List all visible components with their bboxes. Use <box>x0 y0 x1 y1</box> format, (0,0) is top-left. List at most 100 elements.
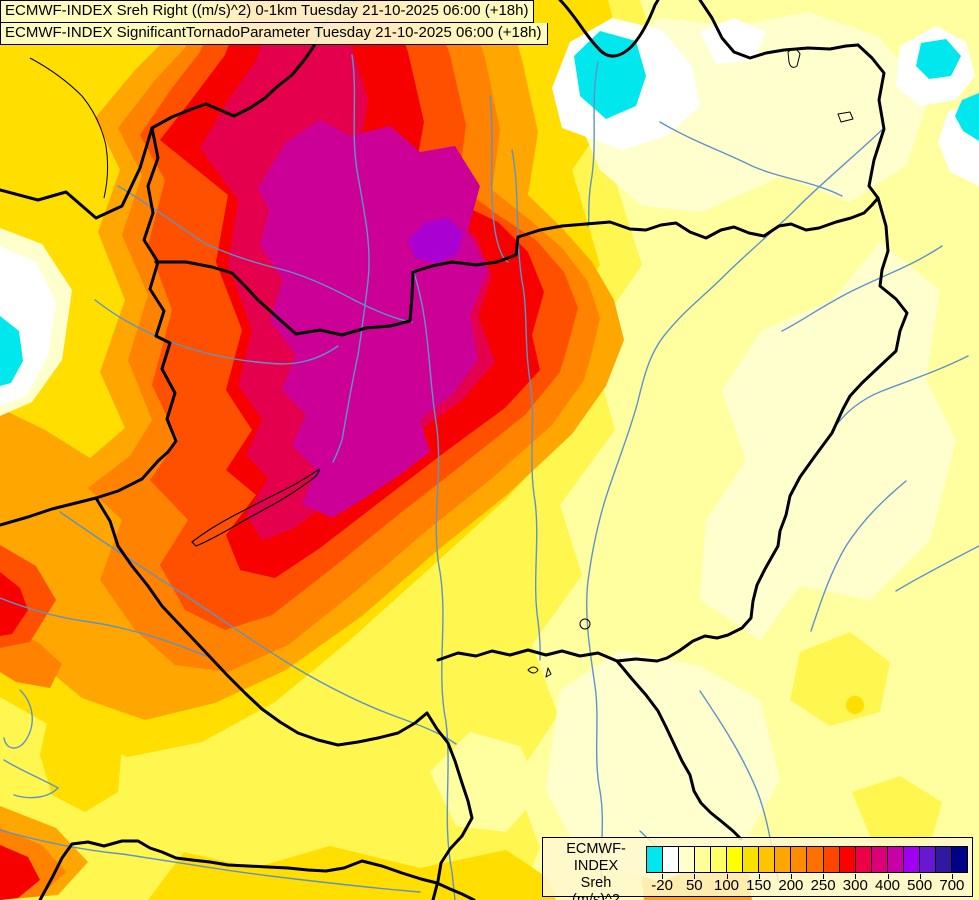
river-drava <box>59 511 457 745</box>
rivers <box>0 54 979 900</box>
field-cyan-spot <box>916 39 961 79</box>
field-cream-e <box>700 242 956 640</box>
river-ne-2 <box>781 245 943 332</box>
field-pale-patch <box>430 732 542 832</box>
legend-tick <box>758 874 760 879</box>
field-red-corner <box>0 845 40 900</box>
legend-tick-label: 500 <box>907 877 933 894</box>
river-e-1 <box>810 480 907 632</box>
legend-tick-label: 150 <box>746 877 772 894</box>
field-cyan-spot <box>955 93 979 141</box>
border-hu-croatia <box>94 496 474 900</box>
legend-label: ECMWF-INDEX Sreh (m/s)^2 <box>549 841 643 900</box>
river-danube-south <box>412 269 456 900</box>
border-east <box>655 196 909 663</box>
legend-color-cell <box>663 847 680 872</box>
legend-color-cell <box>935 847 952 872</box>
map-title-box: ECMWF-INDEX Sreh Right ((m/s)^2) 0-1km T… <box>0 0 548 45</box>
river-ne-3 <box>831 355 969 432</box>
legend-color-cell <box>679 847 696 872</box>
legend-color-cell <box>855 847 872 872</box>
legend-tick-label: 250 <box>810 877 836 894</box>
field-cyan-spot <box>574 31 646 119</box>
legend-tick-label: 50 <box>685 877 703 894</box>
river-sw-meander2 <box>3 759 60 799</box>
border-se-diagonal <box>615 659 743 841</box>
border-nw-edge <box>0 126 154 220</box>
legend-color-cell <box>823 847 840 872</box>
legend-color-cell <box>775 847 792 872</box>
field-purple-max <box>408 218 463 263</box>
stp-contour <box>29 57 109 199</box>
border-south-wavy <box>38 839 476 900</box>
legend-product: ECMWF-INDEX <box>566 841 626 874</box>
legend-color-cell <box>887 847 904 872</box>
legend-tick-label: 700 <box>939 877 965 894</box>
legend-color-cell <box>743 847 760 872</box>
legend-tick <box>662 874 664 879</box>
border-top-fragment <box>558 0 660 58</box>
legend-tick <box>726 874 728 879</box>
legend-colorbar <box>646 846 968 873</box>
field-magenta-core <box>258 120 488 518</box>
legend-tick <box>887 874 889 879</box>
stp-contour-ring <box>545 667 552 678</box>
legend-tick <box>694 874 696 879</box>
map-title-line2: ECMWF-INDEX SignificantTornadoParameter … <box>0 23 548 45</box>
field-yellow-spot <box>790 632 890 726</box>
river-vah <box>332 54 370 463</box>
field-gold-spot <box>846 696 864 714</box>
legend-tick-label: -20 <box>651 877 673 894</box>
border-hu-west <box>0 126 178 527</box>
field-cyan-spot <box>0 316 23 386</box>
legend-color-cell <box>791 847 808 872</box>
legend-tick <box>951 874 953 879</box>
legend-color-cell <box>727 847 744 872</box>
legend-tick-label: 200 <box>778 877 804 894</box>
legend-color-cell <box>903 847 920 872</box>
field-yellow-spot <box>852 776 942 856</box>
field-cream-se <box>546 650 780 882</box>
legend-tick <box>823 874 825 879</box>
legend-color-cell <box>871 847 888 872</box>
stp-contour-ring <box>579 618 591 630</box>
legend-tick-label: 400 <box>874 877 901 894</box>
legend-color-cell <box>647 847 664 872</box>
lake-balaton <box>191 468 321 547</box>
legend-color-cell <box>759 847 776 872</box>
border-hu-sk <box>154 196 880 337</box>
legend-colorbar-wrap: -20 50 100 150 200 250 300 400 500 700 <box>646 846 968 894</box>
legend-color-cell <box>839 847 856 872</box>
legend-tick-label: 300 <box>842 877 868 894</box>
river-danube-upper <box>117 185 413 323</box>
river-mura <box>0 597 207 657</box>
map-title-line1: ECMWF-INDEX Sreh Right ((m/s)^2) 0-1km T… <box>0 0 535 23</box>
border-ne-arc <box>698 0 860 60</box>
river-e-2 <box>895 545 979 592</box>
legend-tick-label: 100 <box>713 877 740 894</box>
legend-tick <box>919 874 921 879</box>
river-ipel <box>587 61 599 227</box>
river-raba <box>94 299 339 365</box>
river-hron <box>489 95 509 263</box>
stp-contour-ring <box>527 666 539 674</box>
river-sw-meander <box>3 689 33 749</box>
river-sava <box>0 829 421 893</box>
legend-color-cell <box>807 847 824 872</box>
legend-color-cell <box>711 847 728 872</box>
legend-tick <box>855 874 857 879</box>
border-ne-descent <box>856 43 886 200</box>
legend-color-cell <box>951 847 967 872</box>
legend-units: (m/s)^2 <box>572 892 620 900</box>
stp-contour-ring <box>837 111 854 123</box>
river-ne-1 <box>659 121 843 197</box>
legend-parameter: Sreh <box>580 875 612 891</box>
river-tisza <box>586 127 885 900</box>
legend-tick <box>790 874 792 879</box>
field-gold-blob <box>40 712 122 812</box>
legend-color-cell <box>919 847 936 872</box>
river-zagyva <box>511 149 541 661</box>
